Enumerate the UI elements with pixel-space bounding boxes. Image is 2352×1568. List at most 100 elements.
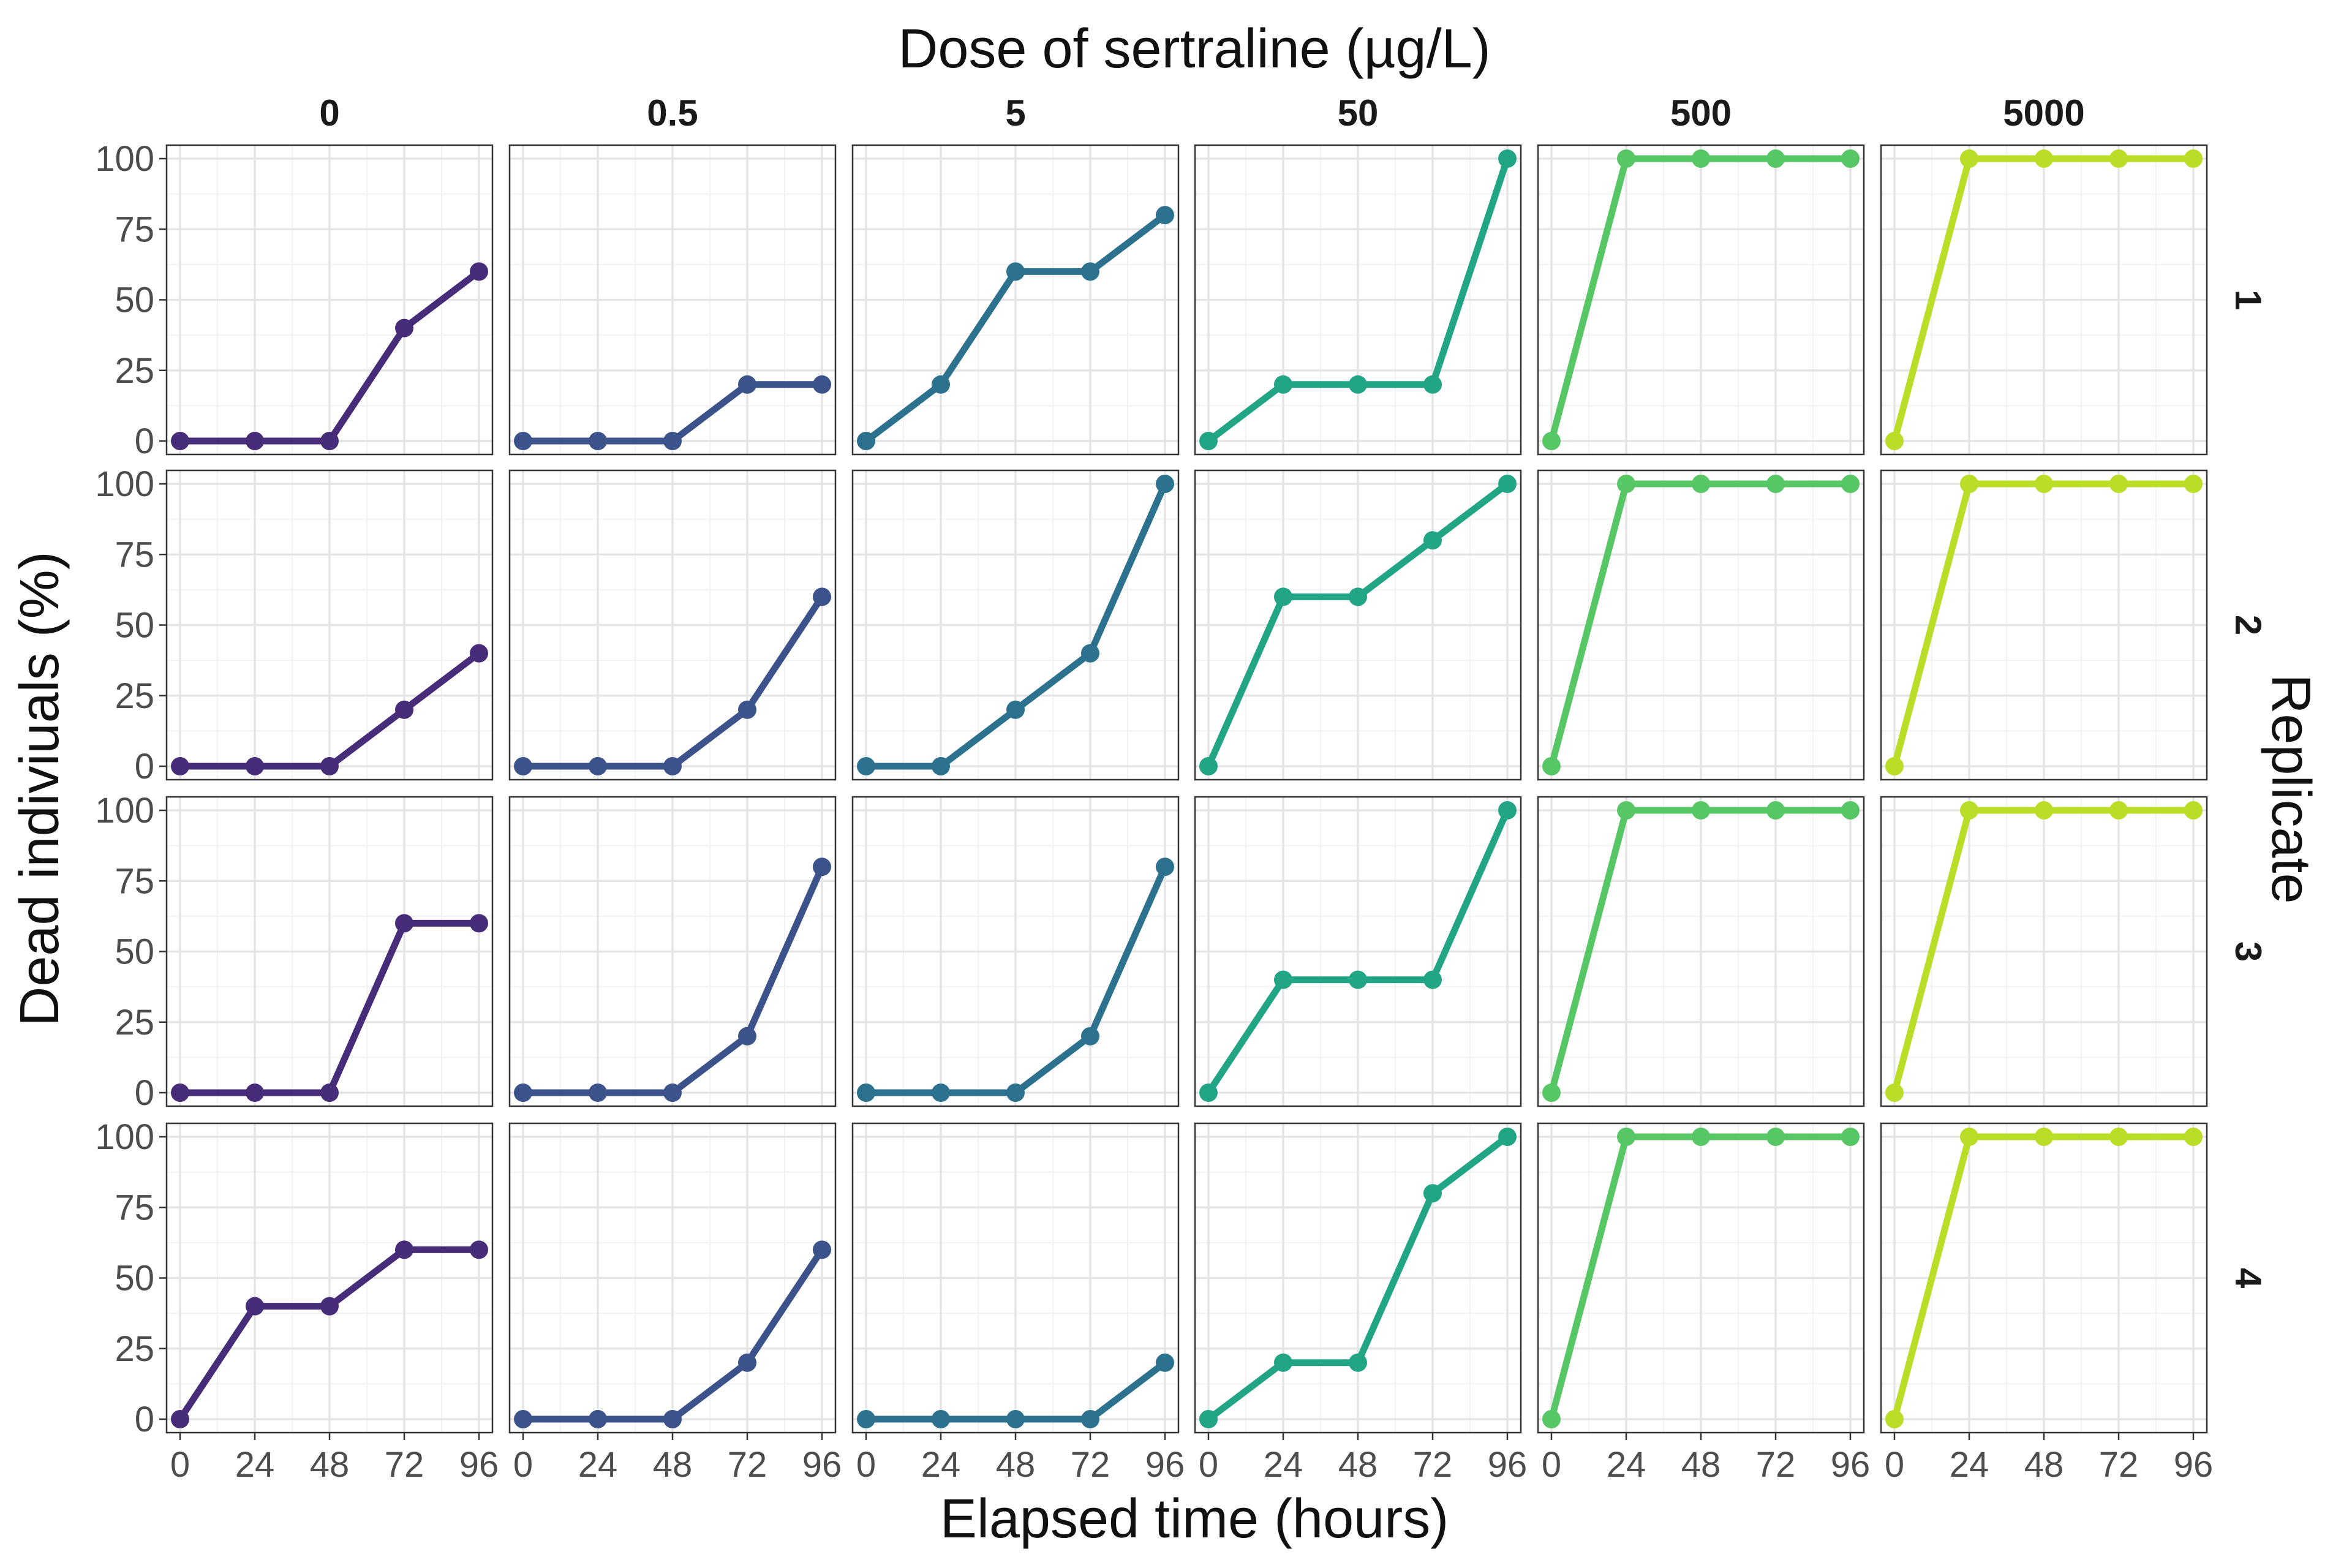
- data-point: [1349, 1353, 1367, 1372]
- facet-panels: 0 0.5 5 50 500 500012340255075100025507510002…: [95, 92, 2269, 1485]
- panel-dose-50-rep-3: [1195, 797, 1521, 1106]
- data-point: [932, 375, 950, 394]
- data-point: [395, 318, 413, 337]
- data-point: [1885, 1410, 1904, 1428]
- data-point: [1349, 375, 1367, 394]
- data-point: [2109, 149, 2128, 168]
- x-tick-label: 0: [1542, 1445, 1561, 1485]
- dose-strip-label: 0: [319, 92, 339, 134]
- panel-dose-50-rep-2: [1195, 470, 1521, 780]
- data-point: [1081, 1027, 1099, 1046]
- data-point: [1274, 375, 1292, 394]
- data-point: [857, 757, 875, 775]
- panel-border: [508, 469, 837, 781]
- y-tick-label: 50: [115, 932, 154, 972]
- data-point: [1156, 858, 1174, 876]
- data-point: [1692, 801, 1710, 820]
- x-tick-label: 48: [2024, 1445, 2064, 1485]
- data-point: [1423, 375, 1442, 394]
- data-point: [470, 1240, 488, 1259]
- x-tick-label: 96: [802, 1445, 842, 1485]
- data-point: [1542, 1410, 1561, 1428]
- data-point: [738, 700, 756, 719]
- data-point: [1885, 432, 1904, 450]
- data-point: [246, 1297, 264, 1316]
- data-point: [663, 432, 682, 450]
- data-point: [171, 1410, 189, 1428]
- x-tick-label: 72: [2099, 1445, 2139, 1485]
- data-point: [2184, 475, 2203, 493]
- data-point: [738, 375, 756, 394]
- data-point: [589, 432, 607, 450]
- y-tick-label: 100: [95, 139, 154, 179]
- x-tick-label: 72: [1071, 1445, 1110, 1485]
- x-axis-title: Elapsed time (hours): [940, 1488, 1449, 1550]
- data-point: [1156, 206, 1174, 225]
- y-tick-label: 0: [135, 421, 154, 461]
- x-tick-label: 72: [385, 1445, 424, 1485]
- data-point: [1766, 801, 1785, 820]
- x-tick-label: 24: [235, 1445, 275, 1485]
- replicate-strip-label: 1: [2228, 290, 2269, 310]
- data-point: [2184, 1128, 2203, 1146]
- x-tick-label: 72: [728, 1445, 767, 1485]
- panel-border: [851, 144, 1180, 456]
- data-point: [1006, 1084, 1025, 1102]
- data-point: [470, 644, 488, 663]
- data-point: [2035, 475, 2053, 493]
- x-tick-label: 48: [1338, 1445, 1378, 1485]
- data-point: [2184, 149, 2203, 168]
- data-point: [1542, 1084, 1561, 1102]
- x-tick-label: 96: [1145, 1445, 1185, 1485]
- y-tick-label: 100: [95, 791, 154, 831]
- data-point: [1841, 1128, 1860, 1146]
- panel-border: [1880, 796, 2208, 1107]
- panel-dose-5-rep-1: [853, 145, 1178, 454]
- panel-border: [1537, 796, 1865, 1107]
- panel-border: [1880, 469, 2208, 781]
- x-tick-label: 24: [1264, 1445, 1303, 1485]
- data-point: [1156, 1353, 1174, 1372]
- panel-border: [508, 144, 837, 456]
- data-point: [1274, 1353, 1292, 1372]
- data-point: [857, 1410, 875, 1428]
- dose-strip-label: 500: [1670, 92, 1732, 134]
- data-point: [932, 757, 950, 775]
- data-point: [663, 1084, 682, 1102]
- data-point: [738, 1353, 756, 1372]
- x-tick-label: 72: [1413, 1445, 1453, 1485]
- panel-dose-50-rep-1: [1195, 145, 1521, 454]
- data-point: [246, 757, 264, 775]
- data-point: [589, 1084, 607, 1102]
- replicate-strip-label: 2: [2228, 615, 2269, 635]
- data-point: [1841, 801, 1860, 820]
- data-point: [1766, 1128, 1785, 1146]
- y-tick-label: 0: [135, 1400, 154, 1439]
- x-tick-label: 48: [1681, 1445, 1721, 1485]
- data-point: [1617, 801, 1635, 820]
- data-point: [246, 432, 264, 450]
- y-tick-label: 100: [95, 464, 154, 504]
- x-tick-label: 96: [1488, 1445, 1528, 1485]
- panel-dose-0.5-rep-4: [510, 1123, 835, 1433]
- x-tick-label: 24: [921, 1445, 961, 1485]
- data-point: [1349, 970, 1367, 989]
- data-point: [171, 757, 189, 775]
- panel-border: [851, 796, 1180, 1107]
- dose-strip-label: 50: [1338, 92, 1379, 134]
- data-point: [932, 1084, 950, 1102]
- y-tick-label: 0: [135, 1073, 154, 1113]
- replicate-strip-label: 4: [2228, 1268, 2269, 1289]
- data-point: [1498, 1128, 1517, 1146]
- data-point: [171, 1084, 189, 1102]
- data-point: [1960, 149, 1978, 168]
- dose-strip-label: 5: [1005, 92, 1025, 134]
- data-point: [1423, 970, 1442, 989]
- data-point: [857, 1084, 875, 1102]
- data-point: [1960, 1128, 1978, 1146]
- data-point: [1199, 1084, 1218, 1102]
- data-point: [589, 1410, 607, 1428]
- data-point: [1081, 644, 1099, 663]
- data-point: [857, 432, 875, 450]
